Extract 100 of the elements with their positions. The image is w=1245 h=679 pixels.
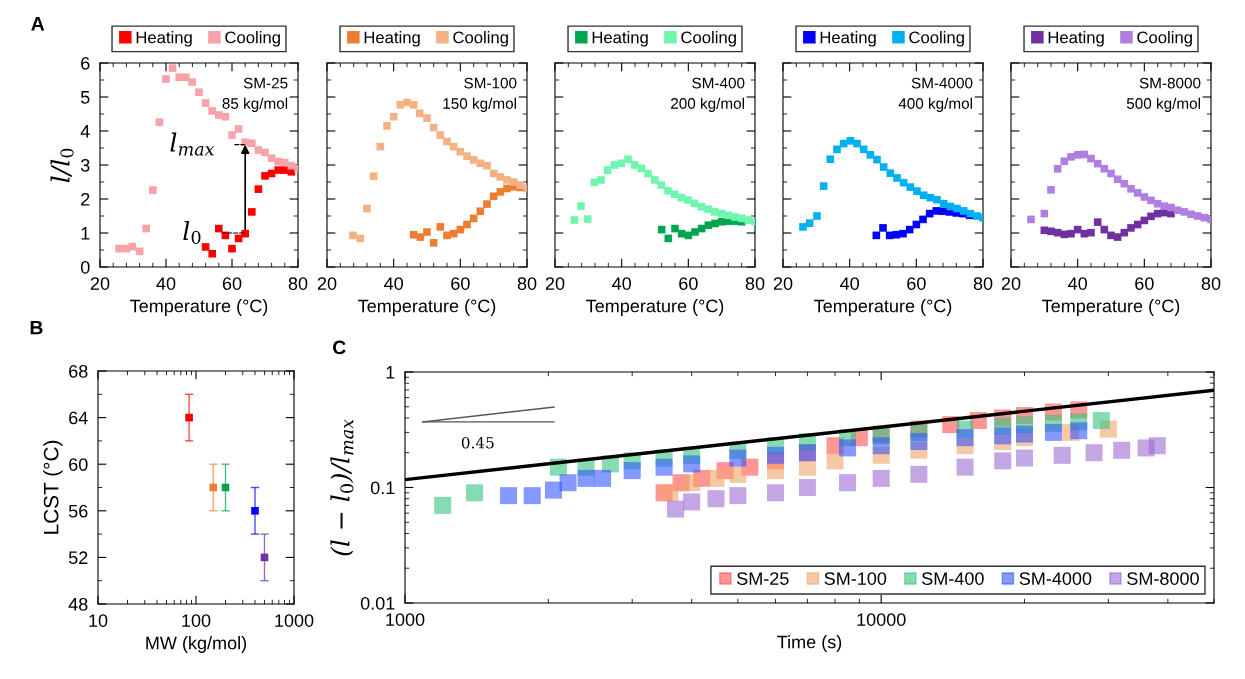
x-tick-label: 40	[1068, 277, 1087, 290]
y-tick-label: 0.01	[360, 596, 395, 610]
y-tick-label: 56	[68, 504, 88, 518]
point	[603, 166, 612, 174]
point	[826, 155, 835, 164]
legend-label: Cooling	[225, 31, 280, 47]
legend-label: Heating	[136, 31, 192, 47]
point	[429, 239, 438, 247]
x-tick-label: 40	[612, 277, 631, 290]
point	[819, 182, 828, 190]
point	[281, 158, 289, 167]
point	[503, 176, 511, 184]
chart-title: C	[332, 340, 346, 355]
annotation: SM-400	[692, 77, 745, 89]
point	[1153, 199, 1162, 208]
point	[234, 125, 243, 133]
point	[1027, 215, 1035, 224]
point	[1047, 227, 1055, 236]
point	[886, 169, 895, 177]
point	[717, 217, 726, 226]
point	[1087, 154, 1095, 163]
point	[369, 172, 378, 181]
point	[1067, 153, 1075, 161]
point	[1127, 224, 1135, 232]
x-tick-label: 60	[907, 277, 926, 290]
legend-label: Cooling	[909, 31, 964, 47]
point	[162, 75, 170, 83]
point	[805, 219, 814, 227]
point	[570, 216, 579, 224]
annotation: 85 kg/mol	[222, 97, 288, 112]
point	[142, 224, 150, 233]
point	[644, 169, 652, 178]
annotation: 400 kg/mol	[898, 97, 972, 112]
point	[704, 205, 712, 213]
x-tick-label: 20	[773, 277, 793, 290]
chart-title: B	[30, 320, 43, 335]
point	[423, 114, 431, 122]
point	[1140, 193, 1149, 201]
point	[1107, 169, 1115, 178]
point	[1047, 186, 1055, 194]
point	[389, 112, 398, 121]
point	[489, 192, 498, 201]
point	[201, 99, 210, 107]
legend-label: Cooling	[453, 31, 508, 47]
point	[383, 122, 391, 130]
point	[463, 152, 471, 160]
point	[215, 224, 223, 233]
x-tick-label: 20	[1001, 277, 1021, 290]
point	[228, 131, 236, 139]
y-tick-label: 6	[81, 56, 90, 70]
point	[248, 208, 256, 216]
x-tick-label: 10000	[857, 613, 906, 626]
legend-label: Cooling	[681, 31, 736, 47]
x-tick-label: 40	[840, 277, 859, 290]
point	[879, 163, 888, 171]
point	[583, 215, 592, 223]
point	[436, 223, 445, 231]
x-axis-title: Temperature (°C)	[358, 299, 496, 316]
point	[185, 413, 193, 422]
point	[254, 185, 263, 193]
point	[630, 161, 639, 169]
x-tick-label: 20	[317, 277, 337, 290]
point	[1113, 175, 1122, 184]
legend-label: Heating	[364, 31, 420, 47]
legend-label: Heating	[1048, 31, 1104, 47]
point	[215, 111, 223, 119]
y-tick-label: 4	[80, 125, 90, 138]
point	[261, 148, 269, 157]
chart-title: A	[31, 17, 45, 31]
point	[409, 101, 418, 109]
x-tick-label: 80	[745, 277, 765, 290]
point	[1173, 206, 1182, 215]
point	[423, 228, 431, 236]
x-tick-label: 1000	[386, 613, 425, 626]
point	[228, 244, 236, 253]
point	[182, 73, 190, 82]
x-tick-label: 20	[90, 277, 110, 290]
point	[363, 204, 371, 213]
point	[208, 107, 216, 115]
x-axis-title: Time (s)	[777, 635, 842, 652]
point	[496, 188, 505, 196]
point	[879, 224, 887, 232]
point	[483, 161, 491, 170]
point	[684, 196, 692, 204]
point	[443, 137, 451, 146]
point	[1133, 189, 1142, 197]
x-tick-label: 40	[384, 277, 403, 290]
x-tick-label: 20	[545, 277, 565, 290]
point	[1147, 196, 1155, 205]
point	[201, 243, 210, 251]
x-axis-title: MW (kg/mol)	[146, 636, 247, 653]
point	[1093, 218, 1102, 226]
point	[456, 147, 465, 156]
point	[149, 186, 157, 194]
x-tick-label: 60	[451, 277, 470, 290]
point	[409, 230, 418, 239]
annotation: SM-100	[464, 77, 517, 89]
annotation: 500 kg/mol	[1126, 97, 1200, 112]
point	[1193, 212, 1202, 220]
annotation: l$_{max}$	[170, 132, 215, 156]
